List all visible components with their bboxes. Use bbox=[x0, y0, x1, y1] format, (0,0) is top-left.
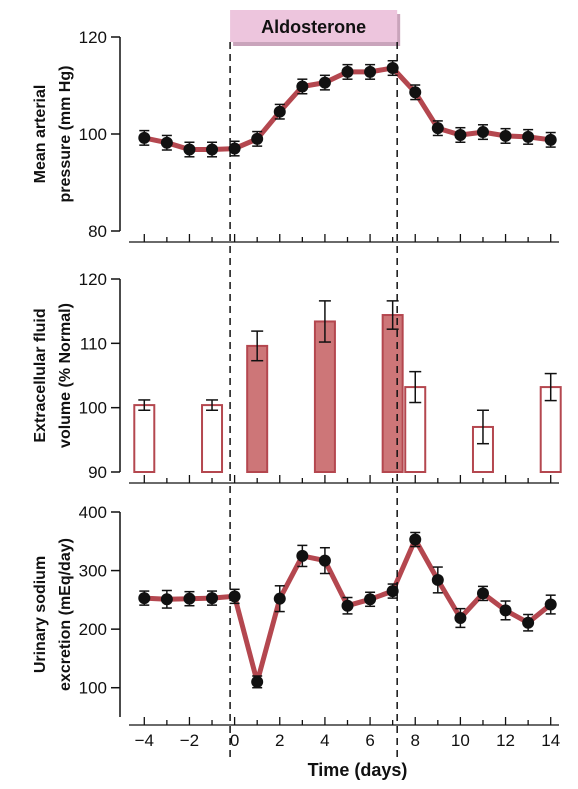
data-point bbox=[274, 106, 286, 118]
x-axis-title: Time (days) bbox=[308, 760, 408, 780]
data-point bbox=[432, 574, 444, 586]
data-point bbox=[296, 80, 308, 92]
data-point bbox=[183, 593, 195, 605]
x-tick-label: −4 bbox=[135, 731, 154, 750]
data-point bbox=[296, 550, 308, 562]
data-point bbox=[138, 132, 150, 144]
y-tick-label: 100 bbox=[79, 399, 107, 418]
data-point bbox=[161, 593, 173, 605]
x-tick-label: 0 bbox=[230, 731, 239, 750]
x-tick-label: 14 bbox=[541, 731, 560, 750]
y-axis-title: volume (% Normal) bbox=[57, 303, 74, 448]
data-point bbox=[409, 86, 421, 98]
data-point bbox=[342, 66, 354, 78]
x-tick-label: 6 bbox=[365, 731, 374, 750]
y-tick-label: 400 bbox=[79, 503, 107, 522]
data-point bbox=[364, 66, 376, 78]
bar bbox=[202, 405, 222, 472]
data-point bbox=[522, 617, 534, 629]
y-tick-label: 200 bbox=[79, 620, 107, 639]
data-point bbox=[409, 534, 421, 546]
x-tick-label: 12 bbox=[496, 731, 515, 750]
y-tick-label: 80 bbox=[88, 222, 107, 241]
bar bbox=[315, 321, 335, 472]
data-point bbox=[274, 593, 286, 605]
data-point bbox=[364, 593, 376, 605]
y-axis-title: Mean arterial bbox=[32, 85, 49, 184]
y-tick-label: 120 bbox=[79, 28, 107, 47]
x-tick-label: −2 bbox=[180, 731, 199, 750]
data-point bbox=[183, 144, 195, 156]
y-tick-label: 100 bbox=[79, 679, 107, 698]
series-line bbox=[144, 68, 550, 150]
data-point bbox=[206, 144, 218, 156]
data-point bbox=[522, 131, 534, 143]
y-axis-title: Urinary sodium bbox=[32, 556, 49, 673]
y-axis-title: Extracellular fluid bbox=[32, 308, 49, 442]
y-tick-label: 300 bbox=[79, 562, 107, 581]
x-tick-label: 2 bbox=[275, 731, 284, 750]
x-tick-label: 4 bbox=[320, 731, 329, 750]
y-tick-label: 110 bbox=[80, 334, 107, 353]
data-point bbox=[454, 612, 466, 624]
y-axis-title: pressure (mm Hg) bbox=[57, 66, 74, 203]
data-point bbox=[251, 676, 263, 688]
data-point bbox=[138, 592, 150, 604]
extracellular-fluid-volume-panel: 90 100 110 120 Extracellular fluid volume (% … bbox=[32, 270, 561, 483]
data-point bbox=[319, 555, 331, 567]
y-tick-label: 120 bbox=[79, 270, 107, 289]
data-point bbox=[477, 126, 489, 138]
data-point bbox=[500, 130, 512, 142]
data-point bbox=[342, 600, 354, 612]
bar bbox=[383, 315, 403, 472]
y-tick-label: 90 bbox=[88, 463, 107, 482]
data-point bbox=[454, 129, 466, 141]
y-tick-label: 100 bbox=[79, 125, 107, 144]
x-tick-label: 8 bbox=[411, 731, 420, 750]
data-point bbox=[545, 599, 557, 611]
mean-arterial-pressure-panel: 80 100 120 Mean arterial pressure (mm Hg) bbox=[32, 28, 559, 242]
bar bbox=[247, 346, 267, 472]
data-point bbox=[161, 137, 173, 149]
data-point bbox=[432, 122, 444, 134]
bar bbox=[134, 405, 154, 472]
data-point bbox=[545, 134, 557, 146]
data-point bbox=[206, 592, 218, 604]
data-point bbox=[319, 77, 331, 89]
y-axis-title: excretion (mEq/day) bbox=[57, 538, 74, 691]
x-tick-label: 10 bbox=[451, 731, 470, 750]
data-point bbox=[251, 133, 263, 145]
data-point bbox=[500, 604, 512, 616]
data-point bbox=[477, 587, 489, 599]
aldosterone-banner-label: Aldosterone bbox=[261, 17, 366, 37]
